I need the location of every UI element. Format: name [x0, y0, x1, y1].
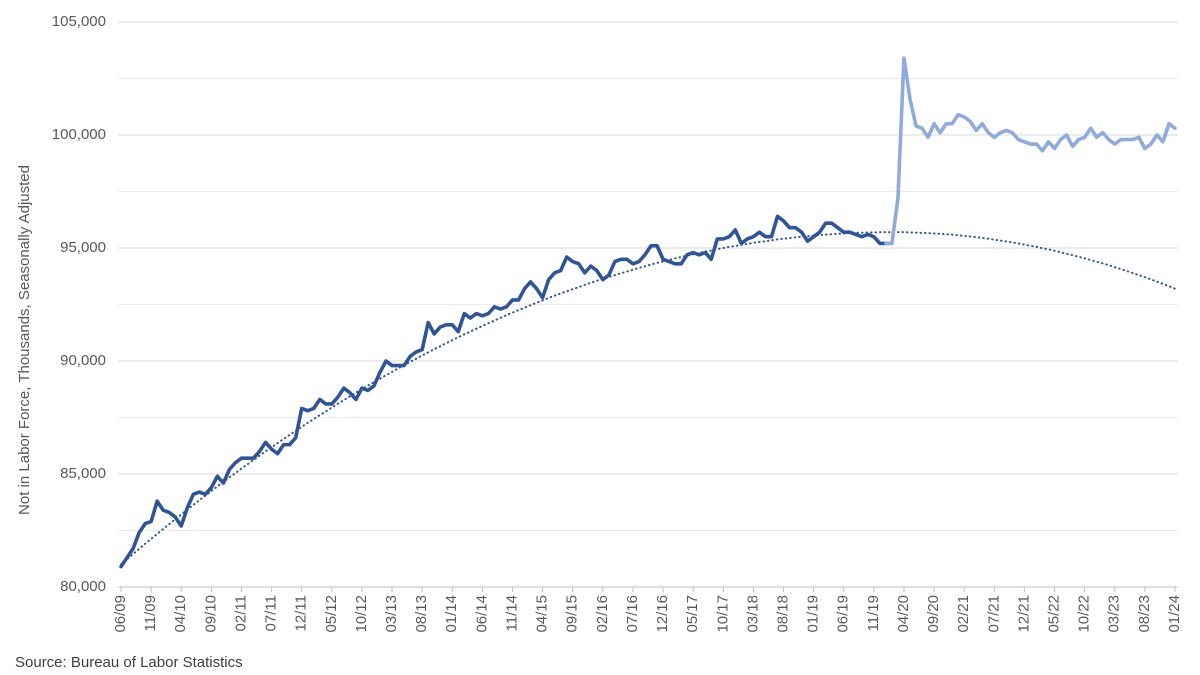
x-tick-label: 05/17 — [684, 595, 701, 633]
x-tick-label: 10/17 — [714, 595, 731, 633]
data-line — [119, 214, 888, 569]
x-tick-label: 12/16 — [654, 595, 671, 633]
x-tick-label: 07/21 — [985, 595, 1002, 633]
x-tick-label: 02/16 — [594, 595, 611, 633]
y-tick-label: 100,000 — [52, 126, 106, 143]
x-tick-label: 01/19 — [805, 595, 822, 633]
x-tick-label: 10/22 — [1076, 595, 1093, 633]
x-tick-label: 12/21 — [1015, 595, 1032, 633]
x-tick-label: 06/09 — [112, 595, 129, 633]
x-tick-label: 07/16 — [624, 595, 641, 633]
x-tick-label: 07/11 — [263, 595, 280, 631]
x-tick-label: 10/12 — [353, 595, 370, 633]
x-tick-label: 09/10 — [202, 595, 219, 633]
x-tick-label: 11/19 — [865, 595, 882, 631]
source-note: Source: Bureau of Labor Statistics — [15, 654, 243, 671]
x-tick-label: 05/22 — [1046, 595, 1063, 633]
x-tick-label: 03/13 — [383, 595, 400, 633]
x-tick-label: 06/19 — [835, 595, 852, 633]
x-tick-label: 08/23 — [1136, 595, 1153, 633]
data-line — [884, 56, 1177, 246]
x-tick-label: 08/18 — [774, 595, 791, 633]
x-tick-label: 11/14 — [503, 595, 520, 631]
x-tick-label: 04/10 — [172, 595, 189, 633]
x-tick-label: 02/11 — [232, 595, 249, 631]
y-tick-label: 95,000 — [60, 239, 106, 256]
x-tick-label: 11/09 — [142, 595, 159, 631]
x-tick-label: 09/15 — [564, 595, 581, 633]
x-tick-label: 12/11 — [293, 595, 310, 631]
y-tick-label: 85,000 — [60, 465, 106, 482]
x-tick-label: 02/21 — [955, 595, 972, 633]
x-tick-label: 01/24 — [1166, 595, 1183, 633]
x-tick-label: 04/20 — [895, 595, 912, 633]
trend-line — [120, 231, 1176, 566]
y-axis-label: Not in Labor Force, Thousands, Seasonall… — [16, 165, 33, 515]
y-tick-label: 105,000 — [52, 13, 106, 30]
x-tick-label: 04/15 — [534, 595, 551, 633]
x-tick-label: 06/14 — [473, 595, 490, 633]
x-tick-label: 08/13 — [413, 595, 430, 633]
x-tick-label: 09/20 — [925, 595, 942, 633]
y-tick-label: 90,000 — [60, 352, 106, 369]
x-tick-label: 01/14 — [443, 595, 460, 633]
x-tick-label: 05/12 — [323, 595, 340, 633]
y-tick-label: 80,000 — [60, 578, 106, 595]
x-tick-label: 03/18 — [744, 595, 761, 633]
x-tick-label: 03/23 — [1106, 595, 1123, 633]
